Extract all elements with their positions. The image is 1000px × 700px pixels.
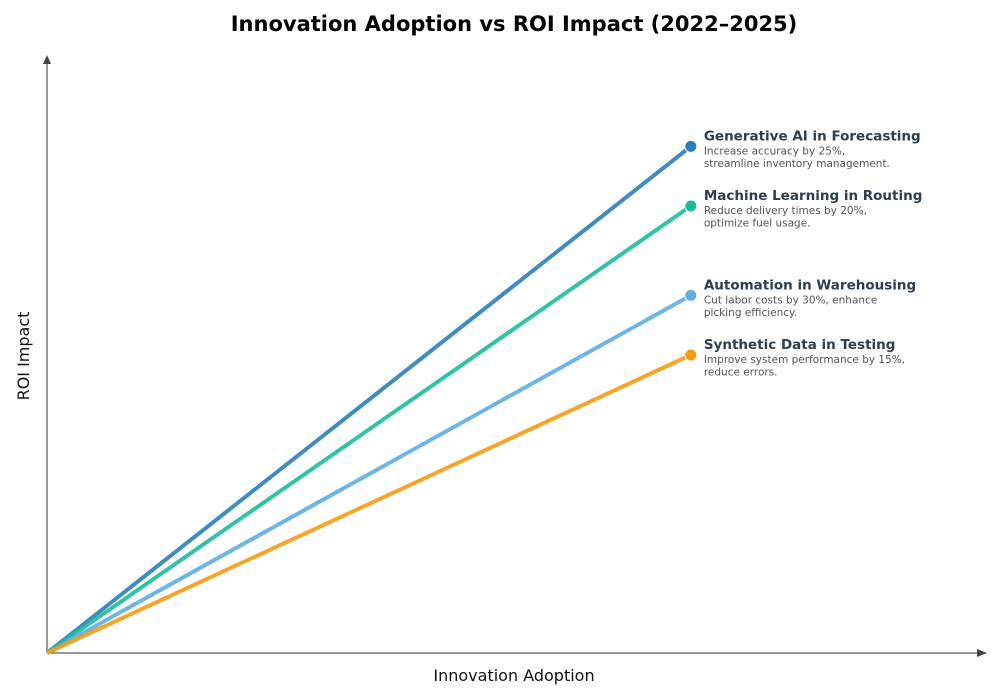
series-endpoint bbox=[684, 348, 698, 362]
series-line bbox=[45, 144, 693, 655]
series-description: optimize fuel usage. bbox=[704, 218, 811, 230]
y-axis-label: ROI Impact bbox=[14, 312, 33, 401]
series-description: Improve system performance by 15%, bbox=[704, 354, 905, 366]
series-description: Reduce delivery times by 20%, bbox=[704, 205, 867, 217]
series-description: picking efficiency. bbox=[704, 307, 797, 319]
series-endpoint bbox=[684, 139, 698, 153]
series-description: Cut labor costs by 30%, enhance bbox=[704, 294, 877, 306]
y-axis bbox=[43, 55, 51, 653]
series-endpoint bbox=[684, 199, 698, 213]
series-label: Machine Learning in Routing bbox=[704, 188, 923, 204]
series-line bbox=[45, 204, 692, 655]
x-axis bbox=[47, 649, 987, 657]
series-line bbox=[46, 353, 692, 655]
series-label: Automation in Warehousing bbox=[704, 277, 916, 293]
series-description: Increase accuracy by 25%, bbox=[704, 145, 845, 157]
x-axis-label: Innovation Adoption bbox=[433, 666, 594, 685]
series-line bbox=[46, 293, 692, 655]
series-label: Generative AI in Forecasting bbox=[704, 128, 921, 144]
series-endpoint bbox=[684, 288, 698, 302]
series-description: reduce errors. bbox=[704, 367, 778, 379]
series-description: streamline inventory management. bbox=[704, 158, 890, 170]
x-axis-arrow-icon bbox=[977, 649, 987, 657]
chart-title: Innovation Adoption vs ROI Impact (2022–… bbox=[231, 12, 798, 36]
series-label: Synthetic Data in Testing bbox=[704, 337, 896, 353]
y-axis-arrow-icon bbox=[43, 55, 51, 64]
